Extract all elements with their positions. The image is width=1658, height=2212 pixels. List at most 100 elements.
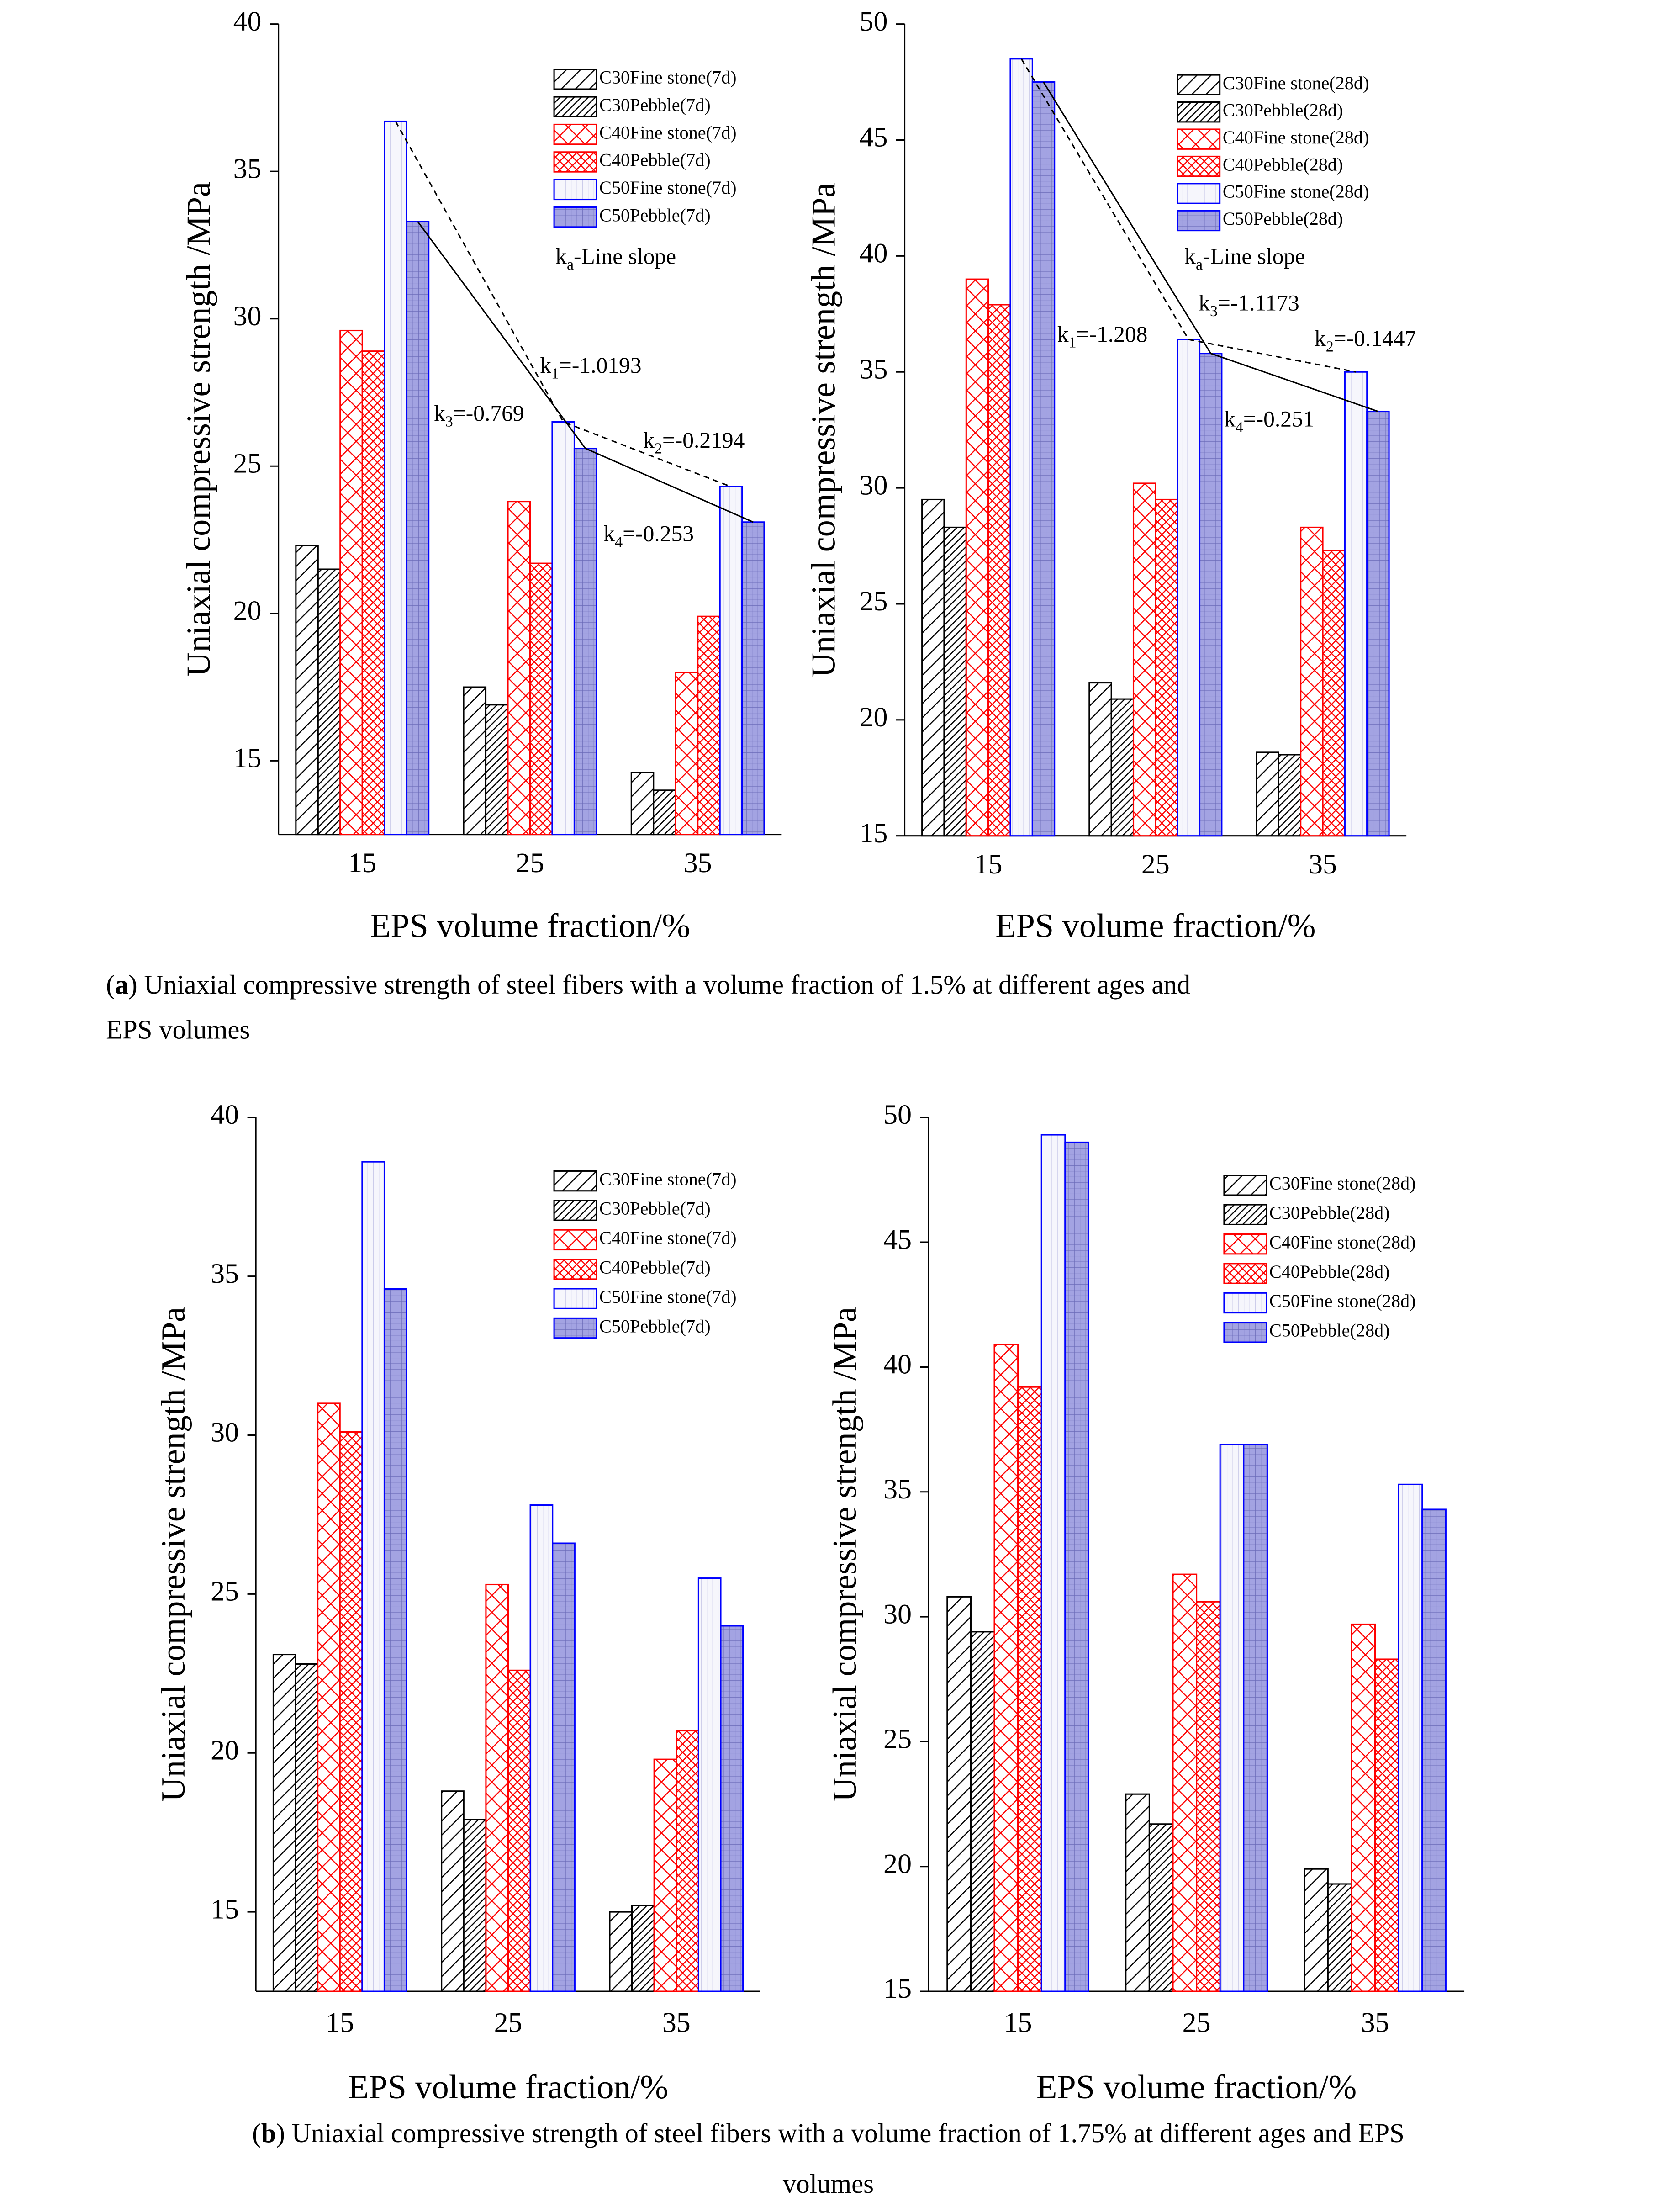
bar: [630, 772, 655, 836]
caption-label: b: [261, 2118, 276, 2148]
y-tick-label: 40: [211, 1099, 239, 1130]
annotation-sub: 2: [655, 440, 662, 457]
legend-label: C50Fine stone(7d): [599, 177, 736, 198]
bar: [631, 1905, 655, 1992]
x-tick-label: 15: [1004, 2007, 1032, 2038]
y-tick-label: 15: [883, 1973, 912, 2004]
bar: [609, 1911, 633, 1992]
legend-label: C30Fine stone(7d): [599, 67, 736, 88]
bar: [1132, 482, 1156, 837]
y-tick-label: 50: [860, 6, 888, 37]
bar: [463, 686, 487, 836]
annotation-base: k: [540, 353, 551, 378]
bar: [485, 704, 509, 836]
annotation: ka-Line slope: [1184, 244, 1305, 273]
trend-line: [417, 221, 754, 523]
x-tick-label: 35: [1361, 2007, 1389, 2038]
y-axis-label: Uniaxial compressive strength /MPa: [180, 182, 218, 677]
bar: [1031, 81, 1056, 837]
bar: [719, 486, 743, 836]
caption: (a) Uniaxial compressive strength of ste…: [106, 969, 1190, 999]
bar: [1219, 1444, 1245, 1992]
y-tick-label: 40: [233, 6, 262, 37]
caption: volumes: [783, 2169, 874, 2199]
bar: [697, 615, 721, 836]
y-tick-label: 35: [883, 1474, 912, 1505]
annotation: k1=-1.208: [1057, 322, 1148, 351]
legend-swatch: [553, 179, 597, 201]
legend-swatch: [1223, 1292, 1267, 1314]
x-axis-label: EPS volume fraction/%: [995, 907, 1315, 945]
legend-label: C40Pebble(7d): [599, 150, 710, 170]
annotation: ka-Line slope: [555, 244, 676, 273]
caption-label: a: [115, 969, 128, 999]
annotation-sub: 3: [1210, 303, 1218, 320]
annotation-sub: 1: [551, 365, 559, 382]
x-tick-label: 15: [974, 849, 1003, 880]
y-tick-label: 45: [883, 1224, 912, 1255]
x-tick-label: 25: [1183, 2007, 1211, 2038]
legend-label: C50Pebble(7d): [599, 205, 710, 225]
bar: [1017, 1386, 1042, 1992]
bar: [339, 1431, 363, 1992]
y-tick-label: 15: [860, 818, 888, 849]
annotation-base: k: [555, 244, 567, 269]
bar: [946, 1596, 972, 1992]
x-tick-label: 35: [662, 2007, 691, 2038]
legend-label: C40Pebble(7d): [599, 1257, 710, 1277]
annotation-text: =-1.0193: [559, 353, 642, 378]
legend-label: C30Pebble(28d): [1223, 100, 1343, 120]
y-tick-label: 20: [883, 1848, 912, 1879]
legend-swatch: [1177, 101, 1221, 123]
y-tick-label: 35: [211, 1258, 239, 1289]
legend-swatch: [1223, 1233, 1267, 1255]
trend-line: [1020, 58, 1356, 373]
legend-label: C40Pebble(28d): [1223, 154, 1343, 175]
legend-label: C40Fine stone(28d): [1223, 127, 1369, 148]
bar: [551, 421, 575, 836]
bar: [1088, 682, 1112, 837]
annotation: k2=-0.2194: [643, 428, 745, 457]
annotation: k4=-0.251: [1224, 407, 1315, 436]
bar: [1421, 1508, 1447, 1992]
x-tick-label: 35: [1309, 849, 1337, 880]
legend-swatch: [553, 1229, 597, 1251]
legend-label: C40Fine stone(7d): [599, 1228, 736, 1248]
bar: [507, 1669, 531, 1992]
bar: [485, 1583, 509, 1992]
bar: [529, 562, 553, 836]
y-tick-label: 15: [211, 1894, 239, 1925]
bar: [1344, 371, 1368, 837]
annotation-sub: 4: [615, 534, 623, 550]
legend-label: C40Fine stone(28d): [1269, 1232, 1416, 1252]
bar: [1398, 1483, 1423, 1992]
legend-swatch: [1223, 1322, 1267, 1343]
annotation: k3=-1.1173: [1199, 291, 1299, 320]
bar: [720, 1625, 744, 1992]
annotation-text: =-0.2194: [662, 428, 745, 453]
bar: [1177, 339, 1201, 837]
legend-label: C50Pebble(7d): [599, 1316, 710, 1336]
bar: [1351, 1623, 1376, 1992]
caption: (b) Uniaxial compressive strength of ste…: [252, 2118, 1405, 2148]
bar: [1199, 353, 1223, 837]
y-tick-label: 35: [860, 354, 888, 385]
caption-open: (: [252, 2118, 261, 2148]
bar: [993, 1344, 1019, 1992]
bar: [1304, 1868, 1329, 1992]
bar: [317, 1402, 341, 1992]
legend-swatch: [1223, 1175, 1267, 1196]
annotation-text: =-1.208: [1077, 322, 1148, 347]
bar: [295, 1663, 319, 1992]
legend-label: C50Fine stone(28d): [1269, 1291, 1416, 1311]
legend-swatch: [1223, 1263, 1267, 1284]
bar: [1256, 751, 1279, 837]
bar: [1064, 1141, 1090, 1992]
legend-label: C30Pebble(28d): [1269, 1202, 1390, 1223]
annotation-text: =-0.251: [1243, 407, 1315, 432]
legend-swatch: [553, 151, 597, 173]
annotation: k1=-1.0193: [540, 353, 641, 382]
annotation-text: -Line slope: [574, 244, 676, 269]
bar: [1196, 1601, 1221, 1992]
